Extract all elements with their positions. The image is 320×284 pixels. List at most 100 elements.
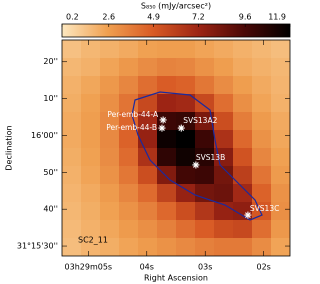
heatmap-cell: [62, 40, 82, 59]
heatmap-cell: [62, 130, 82, 149]
heatmap-cell: [157, 238, 177, 256]
heatmap-cell: [157, 202, 177, 221]
heatmap-cell: [100, 220, 120, 239]
heatmap-cell: [214, 220, 234, 239]
x-tick-label: 04s: [140, 263, 154, 272]
heatmap-cell: [100, 130, 120, 149]
heatmap-cell: [214, 166, 234, 185]
y-tick-label: 50'': [43, 168, 58, 177]
heatmap-cell: [81, 148, 101, 167]
heatmap-cell: [100, 58, 120, 77]
heatmap-cell: [81, 202, 101, 221]
heatmap-cell: [100, 112, 120, 131]
heatmap-cell: [195, 148, 215, 167]
heatmap-cell: [62, 238, 82, 256]
heatmap-cell: [157, 130, 177, 149]
heatmap-cell: [157, 148, 177, 167]
source-marker: [192, 161, 200, 169]
y-tick-label: 10'': [43, 94, 58, 103]
heatmap-cell: [157, 94, 177, 113]
heatmap-cell: [214, 112, 234, 131]
heatmap-cell: [81, 112, 101, 131]
heatmap-cell: [138, 94, 158, 113]
heatmap-cell: [62, 58, 82, 77]
heatmap-cell: [233, 184, 253, 203]
heatmap-cell: [100, 94, 120, 113]
source-label: SVS13B: [196, 153, 225, 162]
source-label: Per-emb-44-B: [106, 123, 157, 132]
source-marker: [159, 116, 167, 124]
colorbar-tick-label: 0.2: [66, 13, 79, 22]
heatmap-cell: [252, 94, 272, 113]
heatmap-cell: [138, 202, 158, 221]
heatmap-cell: [138, 76, 158, 95]
heatmap-cell: [119, 220, 139, 239]
heatmap-cell: [176, 238, 196, 256]
heatmap-cell: [252, 76, 272, 95]
heatmap-cell: [252, 112, 272, 131]
plot-frame: [61, 39, 291, 257]
colorbar-tick-label: 7.2: [192, 13, 205, 22]
heatmap-cell: [271, 220, 290, 239]
heatmap-cell: [233, 58, 253, 77]
heatmap-cell: [138, 148, 158, 167]
heatmap-cell: [214, 94, 234, 113]
heatmap-cell: [119, 40, 139, 59]
heatmap-cell: [176, 130, 196, 149]
heatmap-cell: [195, 112, 215, 131]
x-tick-label: 02s: [257, 263, 271, 272]
annotation: SC2_11: [78, 236, 108, 245]
heatmap-cell: [81, 40, 101, 59]
heatmap-cell: [271, 112, 290, 131]
heatmap-cell: [233, 130, 253, 149]
colorbar-tick-label: 11.9: [268, 13, 286, 22]
heatmap-cell: [252, 40, 272, 59]
heatmap-cell: [100, 166, 120, 185]
heatmap-cell: [138, 220, 158, 239]
heatmap-cell: [214, 130, 234, 149]
heatmap-cell: [252, 166, 272, 185]
heatmap-cell: [100, 184, 120, 203]
heatmap-cell: [195, 166, 215, 185]
heatmap-cell: [233, 220, 253, 239]
heatmap-cell: [214, 238, 234, 256]
heatmap-cell: [81, 184, 101, 203]
heatmap-cell: [100, 40, 120, 59]
heatmap-cell: [138, 238, 158, 256]
contour: [131, 91, 263, 221]
heatmap-cell: [100, 202, 120, 221]
heatmap-cell: [252, 202, 272, 221]
heatmap-cell: [271, 202, 290, 221]
heatmap-cell: [138, 40, 158, 59]
heatmap-cell: [214, 58, 234, 77]
colorbar-label: S₈₅₀ (mJy/arcsec²): [141, 2, 211, 11]
heatmap-cell: [214, 40, 234, 59]
heatmap-cell: [195, 202, 215, 221]
heatmap-cell: [214, 76, 234, 95]
heatmap-cell: [271, 130, 290, 149]
heatmap-cell: [176, 76, 196, 95]
heatmap-cell: [157, 166, 177, 185]
y-tick-label: 16'00'': [31, 131, 58, 140]
source-label: Per-emb-44-A: [107, 110, 159, 119]
heatmap-cell: [176, 220, 196, 239]
source-label: SVS13C: [250, 204, 279, 213]
heatmap-cell: [233, 76, 253, 95]
heatmap-cell: [157, 184, 177, 203]
heatmap-cell: [138, 112, 158, 131]
heatmap-cell: [214, 184, 234, 203]
figure: S₈₅₀ (mJy/arcsec²) SC2_11 Right Ascensio…: [5, 2, 291, 283]
heatmap-cell: [195, 238, 215, 256]
heatmap-cell: [62, 166, 82, 185]
heatmap-cell: [233, 166, 253, 185]
colorbar-tick-label: 9.6: [239, 13, 252, 22]
heatmap-cell: [119, 112, 139, 131]
heatmap-cell: [176, 184, 196, 203]
heatmap-cell: [176, 58, 196, 77]
heatmap-cell: [176, 202, 196, 221]
x-axis-label: Right Ascension: [144, 274, 208, 283]
heatmap-cell: [119, 166, 139, 185]
heatmap-cell: [271, 238, 290, 256]
source-marker: [177, 124, 185, 132]
heatmap-cell: [81, 238, 101, 256]
